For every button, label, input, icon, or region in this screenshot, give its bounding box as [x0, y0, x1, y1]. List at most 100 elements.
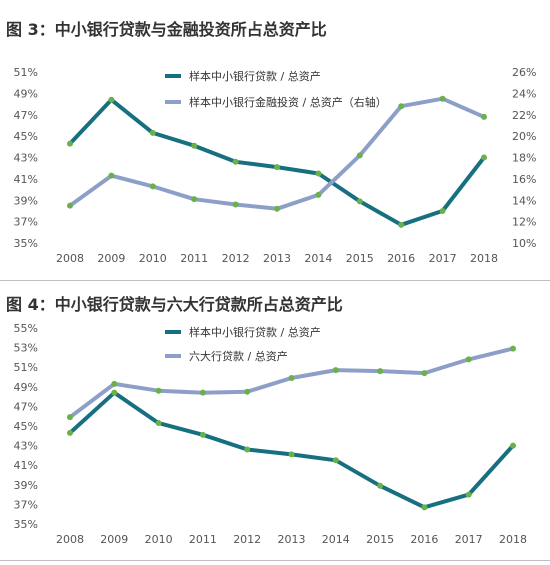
- data-point: [191, 196, 198, 203]
- y-tick-label-left: 49%: [14, 87, 38, 100]
- x-tick-label: 2010: [139, 252, 167, 265]
- y-tick-label-left: 45%: [14, 130, 38, 143]
- y-tick-label-left: 39%: [14, 479, 38, 492]
- y-tick-label-right: 12%: [512, 216, 536, 229]
- data-point: [439, 95, 446, 102]
- x-tick-label: 2015: [366, 533, 394, 546]
- data-point: [149, 129, 156, 136]
- y-tick-label-right: 24%: [512, 87, 536, 100]
- data-point: [67, 414, 73, 421]
- x-tick-label: 2015: [346, 252, 374, 265]
- bottom-rule: [0, 560, 550, 561]
- y-tick-label-left: 45%: [14, 420, 38, 433]
- panel-divider: [0, 280, 550, 281]
- data-point: [510, 345, 516, 352]
- data-point: [67, 202, 73, 209]
- x-tick-label: 2008: [56, 252, 84, 265]
- data-point: [199, 389, 206, 396]
- y-tick-label-left: 49%: [14, 381, 38, 394]
- series-line-1: [68, 390, 515, 510]
- legend-label-1: 样本中小银行贷款 / 总资产: [189, 69, 321, 83]
- data-point: [398, 221, 405, 228]
- chart-2-canvas: 55% 53% 51% 49% 47% 45% 43% 41% 39% 37% 35% 2008 200…: [14, 322, 527, 546]
- y-tick-label-left: 47%: [14, 109, 38, 122]
- data-point: [111, 389, 118, 396]
- x-tick-label: 2011: [189, 533, 217, 546]
- x-tick-label: 2016: [387, 252, 415, 265]
- x-tick-label: 2018: [499, 533, 527, 546]
- data-point: [439, 207, 446, 214]
- chart-panel-1: 图 3：中小银行贷款与金融投资所占总资产比 51% 49% 47% 45% 43% 41%…: [0, 0, 550, 270]
- data-point: [232, 201, 239, 208]
- y-tick-label-left: 37%: [14, 498, 38, 511]
- data-point: [332, 367, 339, 374]
- data-point: [67, 429, 73, 436]
- x-tick-label: 2017: [455, 533, 483, 546]
- y-tick-label-right: 10%: [512, 237, 536, 250]
- data-point: [67, 140, 73, 147]
- data-point: [191, 142, 198, 149]
- data-point: [315, 170, 322, 177]
- data-point: [288, 451, 295, 458]
- y-tick-label-left: 41%: [14, 459, 38, 472]
- chart-1-canvas: 51% 49% 47% 45% 43% 41% 39% 37% 35% 26% 24% 22% 20% 1…: [14, 66, 537, 265]
- y-tick-label-left: 39%: [14, 194, 38, 207]
- x-tick-label: 2009: [100, 533, 128, 546]
- data-point: [481, 113, 487, 120]
- y-tick-label-right: 14%: [512, 194, 536, 207]
- data-point: [288, 374, 295, 381]
- data-point: [244, 446, 251, 453]
- data-point: [149, 183, 156, 190]
- data-point: [108, 172, 115, 179]
- chart-title-2: 图 4：中小银行贷款与六大行贷款所占总资产比: [6, 295, 343, 314]
- y-tick-label-left: 51%: [14, 66, 38, 79]
- data-point: [377, 368, 384, 375]
- data-point: [377, 482, 384, 489]
- x-tick-label: 2011: [180, 252, 208, 265]
- chart-title-1: 图 3：中小银行贷款与金融投资所占总资产比: [6, 20, 327, 39]
- y-tick-label-right: 18%: [512, 152, 536, 165]
- data-point: [108, 96, 115, 103]
- x-tick-label: 2010: [145, 533, 173, 546]
- y-tick-label-left: 43%: [14, 152, 38, 165]
- legend-label-2: 六大行贷款 / 总资产: [189, 349, 288, 363]
- data-point: [421, 370, 428, 377]
- data-point: [232, 158, 239, 165]
- x-tick-label: 2012: [222, 252, 250, 265]
- y-tick-label-left: 41%: [14, 173, 38, 186]
- data-point: [465, 356, 472, 363]
- y-tick-label-right: 20%: [512, 130, 536, 143]
- y-tick-label-left: 43%: [14, 440, 38, 453]
- data-point: [421, 504, 428, 511]
- legend-label-2: 样本中小银行金融投资 / 总资产（右轴）: [189, 95, 387, 109]
- y-tick-label-left: 35%: [14, 237, 38, 250]
- x-tick-label: 2012: [233, 533, 261, 546]
- y-tick-label-left: 37%: [14, 216, 38, 229]
- x-tick-label: 2018: [470, 252, 498, 265]
- y-tick-label-left: 51%: [14, 361, 38, 374]
- data-point: [274, 205, 280, 212]
- data-point: [398, 103, 405, 110]
- data-point: [155, 420, 162, 427]
- x-tick-label: 2013: [263, 252, 291, 265]
- y-tick-label-right: 26%: [512, 66, 536, 79]
- y-tick-label-right: 22%: [512, 109, 536, 122]
- data-point: [244, 388, 251, 395]
- y-tick-label-left: 55%: [14, 322, 38, 335]
- x-tick-label: 2017: [429, 252, 457, 265]
- legend-label-1: 样本中小银行贷款 / 总资产: [189, 325, 321, 339]
- data-point: [510, 442, 516, 449]
- data-point: [465, 491, 472, 498]
- data-point: [356, 152, 363, 159]
- y-tick-label-left: 47%: [14, 400, 38, 413]
- chart-panel-2: 图 4：中小银行贷款与六大行贷款所占总资产比 55% 53% 51% 49% 47% 45…: [0, 281, 550, 565]
- x-tick-label: 2014: [322, 533, 350, 546]
- x-tick-label: 2013: [278, 533, 306, 546]
- data-point: [199, 431, 206, 438]
- data-point: [155, 387, 162, 394]
- y-tick-label-left: 35%: [14, 518, 38, 531]
- x-tick-label: 2014: [304, 252, 332, 265]
- x-tick-label: 2016: [410, 533, 438, 546]
- data-point: [111, 380, 118, 387]
- y-tick-label-left: 53%: [14, 342, 38, 355]
